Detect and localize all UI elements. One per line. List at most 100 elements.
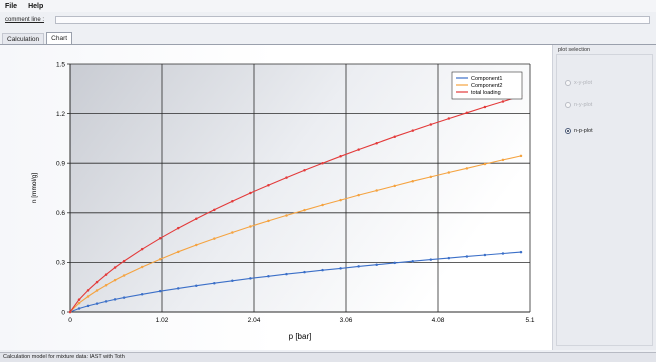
series-group bbox=[68, 94, 523, 314]
data-point-total-loading bbox=[303, 169, 306, 172]
data-point-total-loading bbox=[357, 148, 360, 151]
data-point-component1 bbox=[231, 279, 234, 283]
comment-label: comment line : bbox=[5, 17, 45, 23]
data-point-total-loading bbox=[483, 105, 487, 109]
y-tick-label: 1.5 bbox=[56, 61, 65, 68]
data-point-component2 bbox=[176, 250, 180, 254]
data-point-total-loading bbox=[267, 183, 270, 187]
data-point-component1 bbox=[375, 263, 378, 266]
data-point-component2 bbox=[267, 219, 270, 223]
data-point-component1 bbox=[113, 298, 117, 301]
data-point-component1 bbox=[158, 289, 162, 293]
radio-n-p-plot[interactable] bbox=[565, 128, 571, 134]
radio-label-n-y-plot: n-y-plot bbox=[574, 102, 593, 108]
x-axis-label: p [bar] bbox=[289, 332, 312, 341]
radio-label-n-p-plot: n-p-plot bbox=[574, 128, 593, 134]
data-point-total-loading bbox=[213, 208, 216, 212]
comment-input[interactable] bbox=[55, 16, 650, 24]
data-point-component1 bbox=[195, 284, 198, 287]
data-point-component2 bbox=[357, 193, 360, 197]
data-point-component1 bbox=[321, 268, 324, 272]
chart-panel: 0 1.02 2.04 3.06 4.08 5.1 0 0.3 0.6 0.9 1.2 1.5 p [… bbox=[0, 45, 552, 350]
y-tick-label: 1.2 bbox=[56, 111, 65, 118]
data-point-component1 bbox=[213, 281, 216, 285]
data-point-component1 bbox=[303, 270, 306, 274]
data-point-total-loading bbox=[104, 273, 108, 276]
data-point-component2 bbox=[483, 162, 487, 166]
status-bar: Calculation model for mixture data: IAST… bbox=[0, 352, 656, 362]
tick-labels: 0 1.02 2.04 3.06 4.08 5.1 0 0.3 0.6 0.9 1.2 1.5 bbox=[56, 61, 535, 324]
data-point-total-loading bbox=[249, 191, 252, 195]
data-point-component2 bbox=[375, 189, 378, 192]
data-point-component2 bbox=[122, 274, 126, 277]
data-point-component2 bbox=[104, 283, 108, 287]
data-point-component2 bbox=[447, 171, 451, 174]
data-point-component2 bbox=[113, 278, 117, 282]
data-point-total-loading bbox=[321, 161, 324, 165]
data-point-total-loading bbox=[195, 217, 198, 221]
data-point-total-loading bbox=[501, 100, 505, 103]
data-point-component1 bbox=[122, 296, 126, 299]
legend: Component1 Component2 total loading bbox=[451, 71, 523, 100]
data-point-component2 bbox=[249, 225, 252, 228]
tab-chart[interactable]: Chart bbox=[46, 32, 73, 44]
data-point-total-loading bbox=[68, 310, 72, 314]
data-point-total-loading bbox=[176, 226, 180, 230]
data-point-component2 bbox=[339, 198, 342, 202]
menu-help[interactable]: Help bbox=[28, 2, 44, 10]
data-point-component1 bbox=[95, 302, 99, 305]
radio-label-x-y-plot: x-y-plot bbox=[574, 80, 593, 86]
option-n-p-plot[interactable]: n-p-plot bbox=[565, 128, 593, 134]
option-x-y-plot[interactable]: x-y-plot bbox=[565, 80, 592, 86]
grid bbox=[67, 63, 531, 313]
data-point-component1 bbox=[357, 265, 360, 268]
data-point-component1 bbox=[393, 261, 396, 265]
tab-calculation[interactable]: Calculation bbox=[2, 33, 45, 44]
radio-n-y-plot[interactable] bbox=[565, 102, 571, 108]
tab-divider bbox=[0, 44, 656, 45]
data-point-component2 bbox=[95, 289, 99, 292]
data-point-component2 bbox=[285, 214, 288, 217]
data-point-component1 bbox=[285, 272, 288, 276]
data-point-component1 bbox=[483, 253, 487, 257]
y-tick-label: 0.3 bbox=[56, 260, 65, 267]
x-tick-label: 1.02 bbox=[156, 317, 169, 324]
data-point-total-loading bbox=[158, 237, 162, 240]
data-point-total-loading bbox=[447, 117, 451, 120]
data-point-component1 bbox=[86, 304, 90, 308]
x-tick-label: 2.04 bbox=[248, 317, 261, 324]
plot-selection-group bbox=[556, 54, 653, 346]
data-point-component1 bbox=[501, 252, 505, 255]
data-point-component2 bbox=[519, 154, 523, 158]
data-point-component1 bbox=[140, 293, 144, 296]
adsorption-chart: 0 1.02 2.04 3.06 4.08 5.1 0 0.3 0.6 0.9 1.2 1.5 p [… bbox=[31, 61, 535, 341]
data-point-component1 bbox=[465, 255, 469, 258]
y-tick-label: 0.6 bbox=[56, 210, 65, 217]
data-point-component1 bbox=[519, 250, 523, 254]
radio-x-y-plot[interactable] bbox=[565, 80, 571, 86]
x-tick-label: 5.1 bbox=[525, 317, 534, 324]
y-axis-label: n [mmol/g] bbox=[31, 173, 38, 204]
data-point-component2 bbox=[158, 258, 162, 261]
option-n-y-plot[interactable]: n-y-plot bbox=[565, 102, 592, 108]
data-point-total-loading bbox=[86, 289, 90, 292]
data-point-component2 bbox=[213, 237, 216, 240]
data-point-component1 bbox=[249, 277, 252, 280]
data-point-total-loading bbox=[411, 129, 414, 132]
tab-bar: Calculation Chart bbox=[0, 32, 73, 44]
menu-bar: File Help bbox=[0, 0, 656, 12]
y-tick-label: 0.9 bbox=[56, 161, 65, 168]
data-point-total-loading bbox=[77, 298, 81, 301]
legend-label-component1: Component1 bbox=[471, 76, 503, 82]
data-point-total-loading bbox=[429, 123, 433, 126]
data-point-component2 bbox=[501, 158, 505, 162]
data-point-total-loading bbox=[375, 141, 378, 145]
data-point-component1 bbox=[176, 287, 180, 290]
data-point-component1 bbox=[339, 267, 342, 270]
data-point-component2 bbox=[321, 203, 324, 207]
x-tick-label: 3.06 bbox=[340, 317, 353, 324]
plot-area bbox=[70, 64, 530, 312]
x-tick-label: 0 bbox=[68, 317, 72, 324]
data-point-component2 bbox=[411, 179, 414, 183]
menu-file[interactable]: File bbox=[5, 2, 18, 10]
